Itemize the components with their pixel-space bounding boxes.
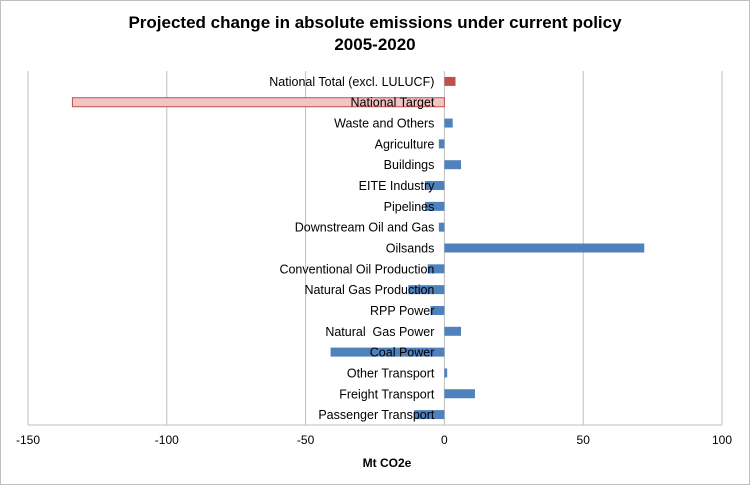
bar: [444, 326, 462, 336]
bar: [330, 347, 445, 357]
category-label: Buildings: [384, 158, 435, 172]
category-label: Waste and Others: [334, 117, 434, 131]
x-tick-label: -100: [155, 433, 179, 447]
category-label: Agriculture: [375, 137, 435, 151]
x-tick-label: 100: [712, 433, 732, 447]
bar: [430, 305, 445, 315]
category-label: National Total (excl. LULUCF): [269, 75, 434, 89]
category-label: Natural Gas Power: [325, 325, 434, 339]
bar: [408, 285, 445, 295]
x-tick-label: 0: [441, 433, 448, 447]
chart-subtitle: 2005-2020: [334, 35, 416, 54]
bar: [444, 243, 645, 253]
bar: [427, 264, 445, 274]
bar: [424, 201, 445, 211]
category-label: Downstream Oil and Gas: [295, 221, 435, 235]
bar: [71, 97, 445, 108]
category-label: National Target: [351, 96, 435, 110]
x-axis-title: Mt CO2e: [363, 456, 412, 470]
x-tick-label: -150: [16, 433, 40, 447]
bar: [444, 118, 453, 128]
category-label: Pipelines: [384, 200, 435, 214]
x-tick-label: 50: [577, 433, 591, 447]
x-tick-label: -50: [297, 433, 315, 447]
category-label: Coal Power: [370, 346, 435, 360]
bar: [444, 368, 448, 378]
bars: [71, 76, 645, 420]
x-tick-labels: -150 -100 -50 0 50 100: [16, 433, 732, 447]
bar: [438, 139, 445, 149]
category-label: Passenger Transport: [318, 408, 435, 422]
category-label: Conventional Oil Production: [279, 262, 434, 276]
category-label: EITE Industry: [359, 179, 435, 193]
bar: [444, 76, 456, 86]
category-label: Natural Gas Production: [304, 283, 434, 297]
bar: [438, 222, 445, 232]
bar: [413, 410, 445, 420]
bar: [424, 181, 445, 191]
category-label: RPP Power: [370, 304, 434, 318]
category-label: Oilsands: [386, 242, 435, 256]
bar: [444, 389, 475, 399]
bar: [444, 160, 462, 170]
chart-title: Projected change in absolute emissions u…: [128, 13, 622, 32]
category-label: Freight Transport: [339, 387, 435, 401]
category-labels: National Total (excl. LULUCF) National Ta…: [269, 75, 435, 422]
category-label: Other Transport: [347, 366, 435, 380]
chart-title-block: Projected change in absolute emissions u…: [0, 12, 750, 56]
